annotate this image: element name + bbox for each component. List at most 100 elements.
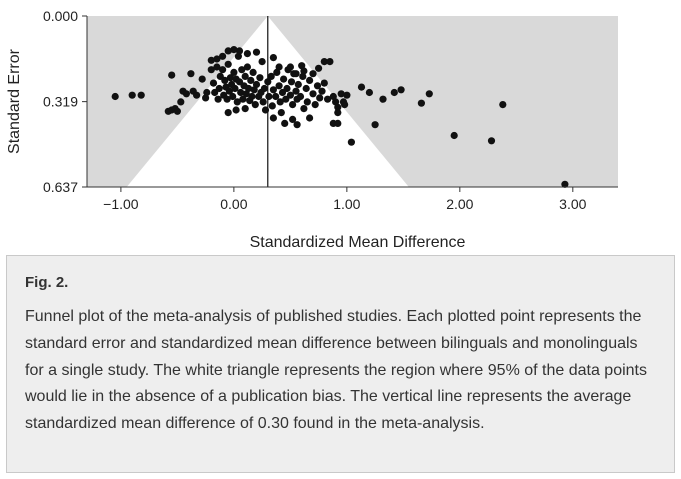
data-point — [334, 119, 342, 127]
data-point — [243, 50, 251, 58]
data-point — [238, 66, 246, 74]
data-point — [177, 98, 185, 106]
data-point — [347, 138, 355, 146]
data-point — [316, 94, 324, 102]
x-axis-ticks: −1.00 0.00 1.00 2.00 3.00 — [103, 187, 587, 212]
data-point — [306, 114, 314, 122]
data-point — [224, 109, 232, 117]
data-point — [193, 91, 201, 99]
data-point — [324, 95, 332, 103]
data-point — [397, 86, 405, 94]
data-point — [182, 90, 190, 98]
data-point — [300, 67, 308, 75]
x-tick-label: 1.00 — [333, 196, 360, 212]
data-point — [287, 78, 296, 86]
data-point — [281, 119, 289, 127]
data-point — [224, 60, 232, 68]
data-point — [207, 56, 215, 64]
x-tick-label: 3.00 — [559, 196, 586, 212]
data-point — [259, 98, 267, 106]
data-point — [269, 114, 277, 122]
data-point — [326, 58, 334, 66]
data-point — [269, 86, 277, 94]
x-tick-label: 0.00 — [220, 196, 247, 212]
data-point — [209, 79, 218, 87]
data-point — [286, 63, 294, 71]
data-point — [215, 84, 223, 93]
data-point — [320, 79, 328, 87]
data-point — [334, 109, 342, 117]
data-point — [320, 58, 328, 66]
x-tick-label: −1.00 — [103, 196, 139, 212]
data-point — [313, 82, 322, 90]
data-point — [260, 84, 268, 93]
data-point — [223, 95, 231, 103]
data-point — [128, 91, 136, 99]
data-point — [234, 52, 242, 60]
data-point — [318, 87, 326, 95]
data-point — [229, 92, 237, 101]
data-point — [425, 90, 433, 98]
data-point — [417, 99, 425, 107]
data-point — [256, 74, 264, 82]
data-point — [237, 88, 245, 97]
data-point — [561, 180, 569, 188]
data-point — [203, 88, 211, 97]
data-point — [276, 98, 284, 106]
data-point — [293, 121, 301, 129]
data-point — [357, 83, 366, 91]
data-point — [219, 52, 227, 60]
data-point — [272, 92, 280, 101]
data-point — [332, 98, 340, 106]
data-point — [275, 63, 283, 71]
data-point — [251, 101, 259, 109]
data-point — [450, 131, 458, 140]
data-point — [334, 103, 342, 111]
data-point — [292, 70, 300, 78]
data-point — [245, 84, 253, 93]
data-point — [286, 91, 294, 99]
data-point — [390, 88, 398, 97]
data-point — [202, 94, 210, 102]
data-point — [241, 105, 249, 113]
data-point — [267, 72, 275, 80]
data-point — [214, 95, 222, 103]
y-tick-label: 0.319 — [43, 94, 78, 110]
data-point — [289, 115, 297, 123]
data-point — [224, 47, 232, 55]
data-point — [239, 95, 247, 103]
data-point — [306, 76, 314, 84]
data-point — [243, 63, 251, 71]
data-point — [231, 84, 239, 93]
data-point — [207, 66, 215, 74]
data-point — [315, 64, 323, 72]
data-point — [111, 92, 119, 101]
data-point — [343, 91, 351, 99]
data-point — [487, 137, 496, 145]
data-point — [247, 76, 255, 84]
data-point — [264, 78, 272, 86]
data-point — [213, 63, 221, 71]
data-point — [225, 87, 233, 95]
data-point — [235, 47, 244, 55]
caption-title: Fig. 2. — [25, 274, 69, 291]
data-point — [302, 84, 310, 93]
data-point — [265, 92, 273, 101]
data-point — [219, 66, 227, 74]
data-point — [226, 74, 235, 82]
data-point — [309, 90, 317, 98]
data-point — [294, 80, 302, 89]
data-point — [275, 82, 283, 90]
data-point — [241, 72, 249, 80]
data-point — [261, 106, 270, 114]
data-point — [299, 72, 307, 80]
data-point — [252, 80, 261, 89]
data-point — [277, 109, 285, 117]
data-point — [300, 105, 308, 113]
data-point — [311, 101, 319, 109]
data-point — [499, 101, 507, 109]
data-point — [198, 75, 206, 83]
figure-caption: Fig. 2. Funnel plot of the meta-analysis… — [6, 255, 675, 473]
data-point — [230, 68, 238, 76]
data-point — [337, 90, 345, 98]
